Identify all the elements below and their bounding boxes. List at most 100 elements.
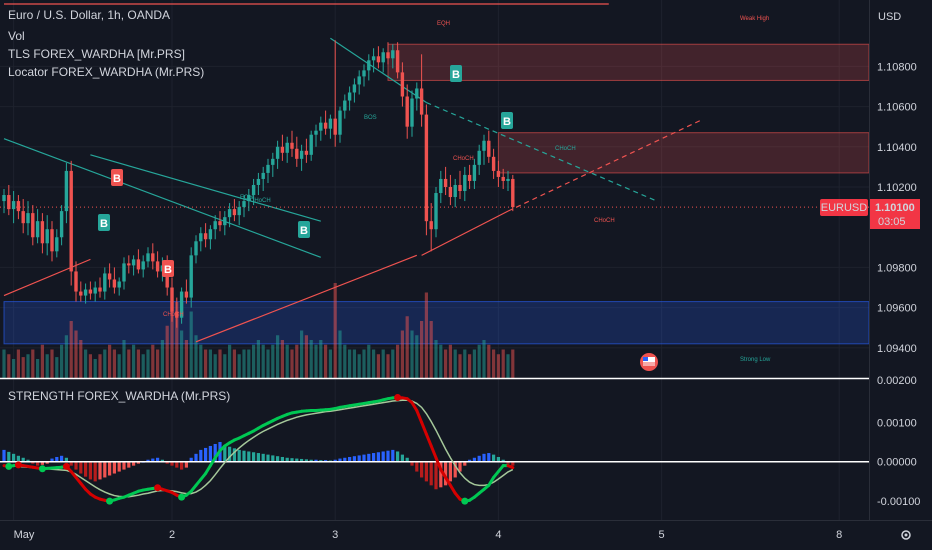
candle[interactable] — [295, 136, 299, 167]
candle[interactable] — [434, 186, 438, 238]
candle[interactable] — [362, 64, 366, 87]
sell-signal-badge[interactable] — [111, 169, 123, 186]
candle[interactable] — [251, 178, 256, 206]
candle[interactable] — [21, 199, 25, 234]
trendline[interactable] — [426, 101, 658, 202]
candle[interactable] — [179, 287, 184, 324]
candle[interactable] — [103, 267, 107, 300]
candle[interactable] — [347, 86, 352, 111]
candle[interactable] — [352, 78, 357, 103]
price-axis[interactable]: USD 1.108001.106001.104001.102001.098001… — [820, 0, 920, 520]
candle[interactable] — [333, 40, 337, 147]
indicator-vol[interactable]: Vol — [8, 29, 25, 43]
candle[interactable] — [35, 209, 40, 244]
candle[interactable] — [328, 114, 333, 139]
signal-markers[interactable]: B B B B B B — [98, 65, 513, 277]
candle[interactable] — [136, 249, 141, 274]
candle[interactable] — [467, 164, 472, 189]
candle[interactable] — [88, 281, 93, 300]
candle[interactable] — [247, 189, 251, 212]
candle[interactable] — [131, 255, 136, 276]
indicator-strength[interactable]: STRENGTH FOREX_WARDHA (Mr.PRS) — [8, 389, 231, 403]
trendline[interactable] — [421, 210, 509, 256]
candle[interactable] — [117, 277, 121, 296]
buy-signal-badge[interactable] — [501, 112, 513, 129]
candle[interactable] — [175, 297, 179, 328]
candle[interactable] — [386, 42, 390, 65]
trendline[interactable] — [330, 37, 427, 104]
candle[interactable] — [443, 166, 448, 196]
candle[interactable] — [170, 277, 174, 322]
candle[interactable] — [304, 138, 309, 163]
settings-icon[interactable] — [901, 530, 911, 540]
candle[interactable] — [155, 251, 160, 278]
time-axis[interactable]: May234589 — [0, 520, 932, 542]
buy-signal-badge[interactable] — [450, 65, 462, 82]
candle[interactable] — [26, 201, 30, 236]
candle[interactable] — [410, 90, 414, 137]
candle[interactable] — [285, 136, 289, 163]
candle[interactable] — [367, 54, 371, 81]
candle[interactable] — [203, 223, 208, 248]
candle[interactable] — [213, 215, 217, 240]
candle[interactable] — [194, 235, 198, 264]
candle[interactable] — [242, 195, 246, 218]
candle[interactable] — [50, 221, 54, 262]
candle[interactable] — [299, 144, 304, 171]
candle[interactable] — [439, 170, 443, 204]
candle[interactable] — [472, 158, 477, 189]
candle[interactable] — [271, 152, 275, 177]
candle[interactable] — [371, 48, 376, 73]
candle[interactable] — [319, 116, 323, 141]
candle[interactable] — [424, 104, 429, 236]
candle[interactable] — [74, 261, 78, 302]
candle[interactable] — [189, 247, 193, 308]
trendline[interactable] — [3, 138, 322, 258]
candle[interactable] — [419, 54, 424, 127]
candle[interactable] — [290, 130, 294, 157]
candle[interactable] — [400, 62, 405, 107]
indicator-locator[interactable]: Locator FOREX_WARDHA (Mr.PRS) — [8, 65, 205, 79]
candle[interactable] — [343, 94, 347, 119]
candle[interactable] — [237, 201, 241, 226]
candle[interactable] — [487, 130, 491, 163]
candle[interactable] — [69, 160, 73, 286]
candle[interactable] — [223, 211, 227, 236]
candle[interactable] — [429, 203, 433, 252]
candle[interactable] — [491, 148, 496, 179]
candle[interactable] — [314, 124, 318, 147]
candle[interactable] — [266, 158, 270, 183]
candle[interactable] — [16, 195, 21, 220]
candle[interactable] — [7, 184, 11, 216]
candle[interactable] — [218, 211, 222, 232]
candle[interactable] — [146, 247, 150, 268]
candle[interactable] — [482, 134, 486, 165]
candle[interactable] — [275, 140, 280, 169]
candle[interactable] — [261, 166, 265, 192]
candle[interactable] — [199, 227, 203, 252]
us-flag-icon[interactable] — [640, 353, 658, 371]
candle[interactable] — [98, 277, 102, 298]
indicator-tls[interactable]: TLS FOREX_WARDHA [Mr.PRS] — [8, 47, 185, 61]
candle[interactable] — [11, 191, 16, 224]
candle[interactable] — [127, 255, 131, 274]
candle[interactable] — [415, 82, 419, 111]
candle[interactable] — [448, 174, 453, 206]
sell-signal-badge[interactable] — [162, 260, 174, 277]
candle[interactable] — [496, 160, 501, 187]
candle[interactable] — [31, 205, 35, 246]
candle[interactable] — [458, 170, 462, 200]
candle[interactable] — [338, 106, 342, 143]
candle[interactable] — [280, 134, 285, 161]
candle[interactable] — [395, 42, 400, 79]
candle[interactable] — [323, 110, 328, 135]
trendline[interactable] — [90, 154, 321, 222]
candle[interactable] — [391, 44, 395, 69]
symbol-badge[interactable] — [820, 199, 868, 216]
candle[interactable] — [79, 281, 83, 302]
candle[interactable] — [463, 166, 467, 202]
candle[interactable] — [40, 213, 45, 254]
candle[interactable] — [376, 46, 381, 69]
symbol-title[interactable]: Euro / U.S. Dollar, 1h, OANDA — [8, 8, 171, 22]
buy-signal-badge[interactable] — [98, 214, 110, 231]
